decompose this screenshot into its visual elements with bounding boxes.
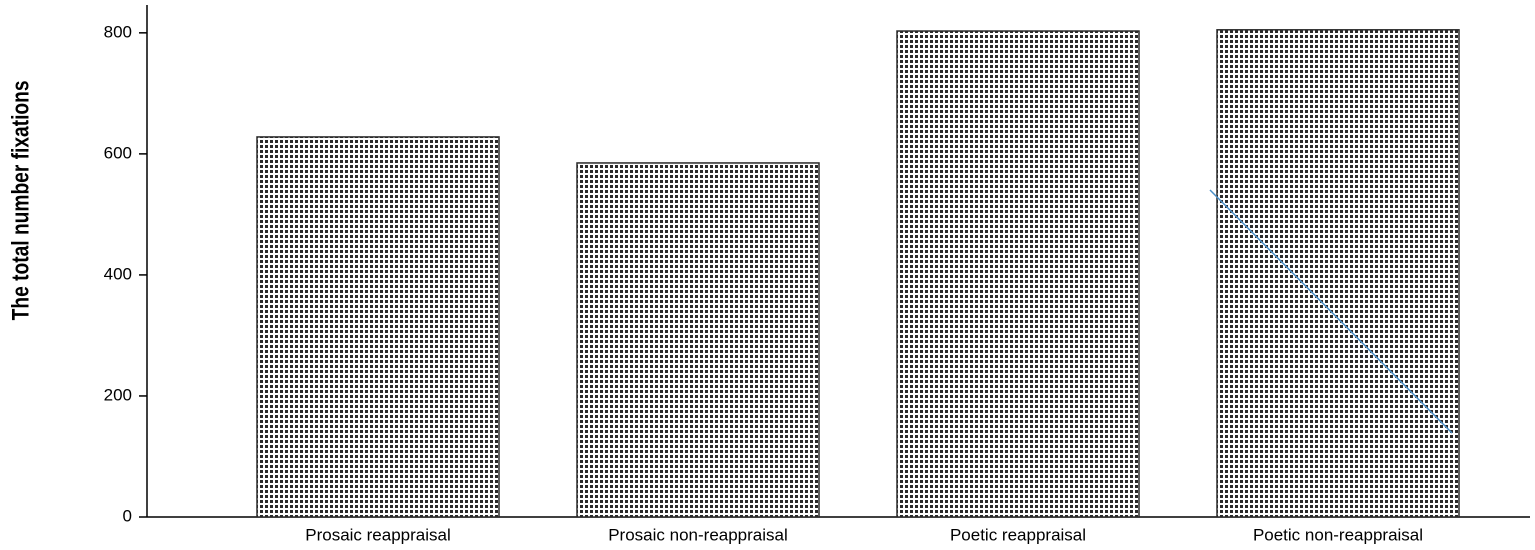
y-tick-label: 800 xyxy=(104,22,132,41)
x-tick-label: Poetic reappraisal xyxy=(950,525,1086,544)
x-tick-label: Poetic non-reappraisal xyxy=(1253,525,1423,544)
bar xyxy=(896,30,1140,518)
y-tick-label: 400 xyxy=(104,264,132,283)
y-tick-label: 0 xyxy=(123,506,132,525)
bar xyxy=(1216,29,1460,518)
annotation-stroke xyxy=(1209,189,1453,434)
x-tick-label: Prosaic reappraisal xyxy=(305,525,451,544)
y-tick-label: 600 xyxy=(104,143,132,162)
bar xyxy=(256,136,500,518)
y-tick-label: 200 xyxy=(104,385,132,404)
x-tick-label: Prosaic non-reappraisal xyxy=(608,525,788,544)
y-axis-label: The total number fixations xyxy=(6,80,34,320)
bar xyxy=(576,162,820,518)
